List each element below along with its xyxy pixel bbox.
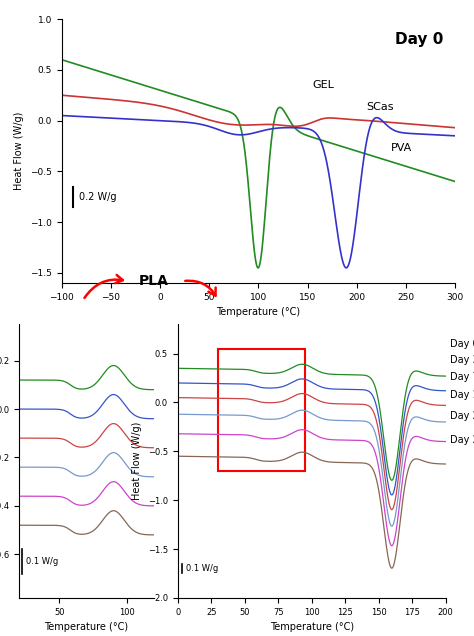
X-axis label: Temperature (°C): Temperature (°C) <box>45 622 128 632</box>
X-axis label: Temperature (°C): Temperature (°C) <box>216 307 301 317</box>
Text: 0.1 W/g: 0.1 W/g <box>26 557 58 566</box>
Text: Day 3: Day 3 <box>449 356 474 366</box>
Text: Day 7: Day 7 <box>449 372 474 382</box>
Text: Day 28: Day 28 <box>449 434 474 445</box>
Text: Day 14: Day 14 <box>449 390 474 399</box>
Text: GEL: GEL <box>312 80 334 90</box>
Text: Day 21: Day 21 <box>449 411 474 421</box>
Text: PVA: PVA <box>391 143 412 153</box>
Text: SCas: SCas <box>366 102 394 113</box>
Text: 0.2 W/g: 0.2 W/g <box>79 191 117 202</box>
Y-axis label: Heat Flow (W/g): Heat Flow (W/g) <box>132 422 142 501</box>
Text: Day 0: Day 0 <box>395 32 443 47</box>
Text: 0.1 W/g: 0.1 W/g <box>186 564 218 573</box>
Bar <box>218 349 305 471</box>
Text: PLA: PLA <box>139 274 169 288</box>
Text: Day 0: Day 0 <box>449 339 474 349</box>
X-axis label: Temperature (°C): Temperature (°C) <box>270 622 354 632</box>
Y-axis label: Heat Flow (W/g): Heat Flow (W/g) <box>15 112 25 190</box>
